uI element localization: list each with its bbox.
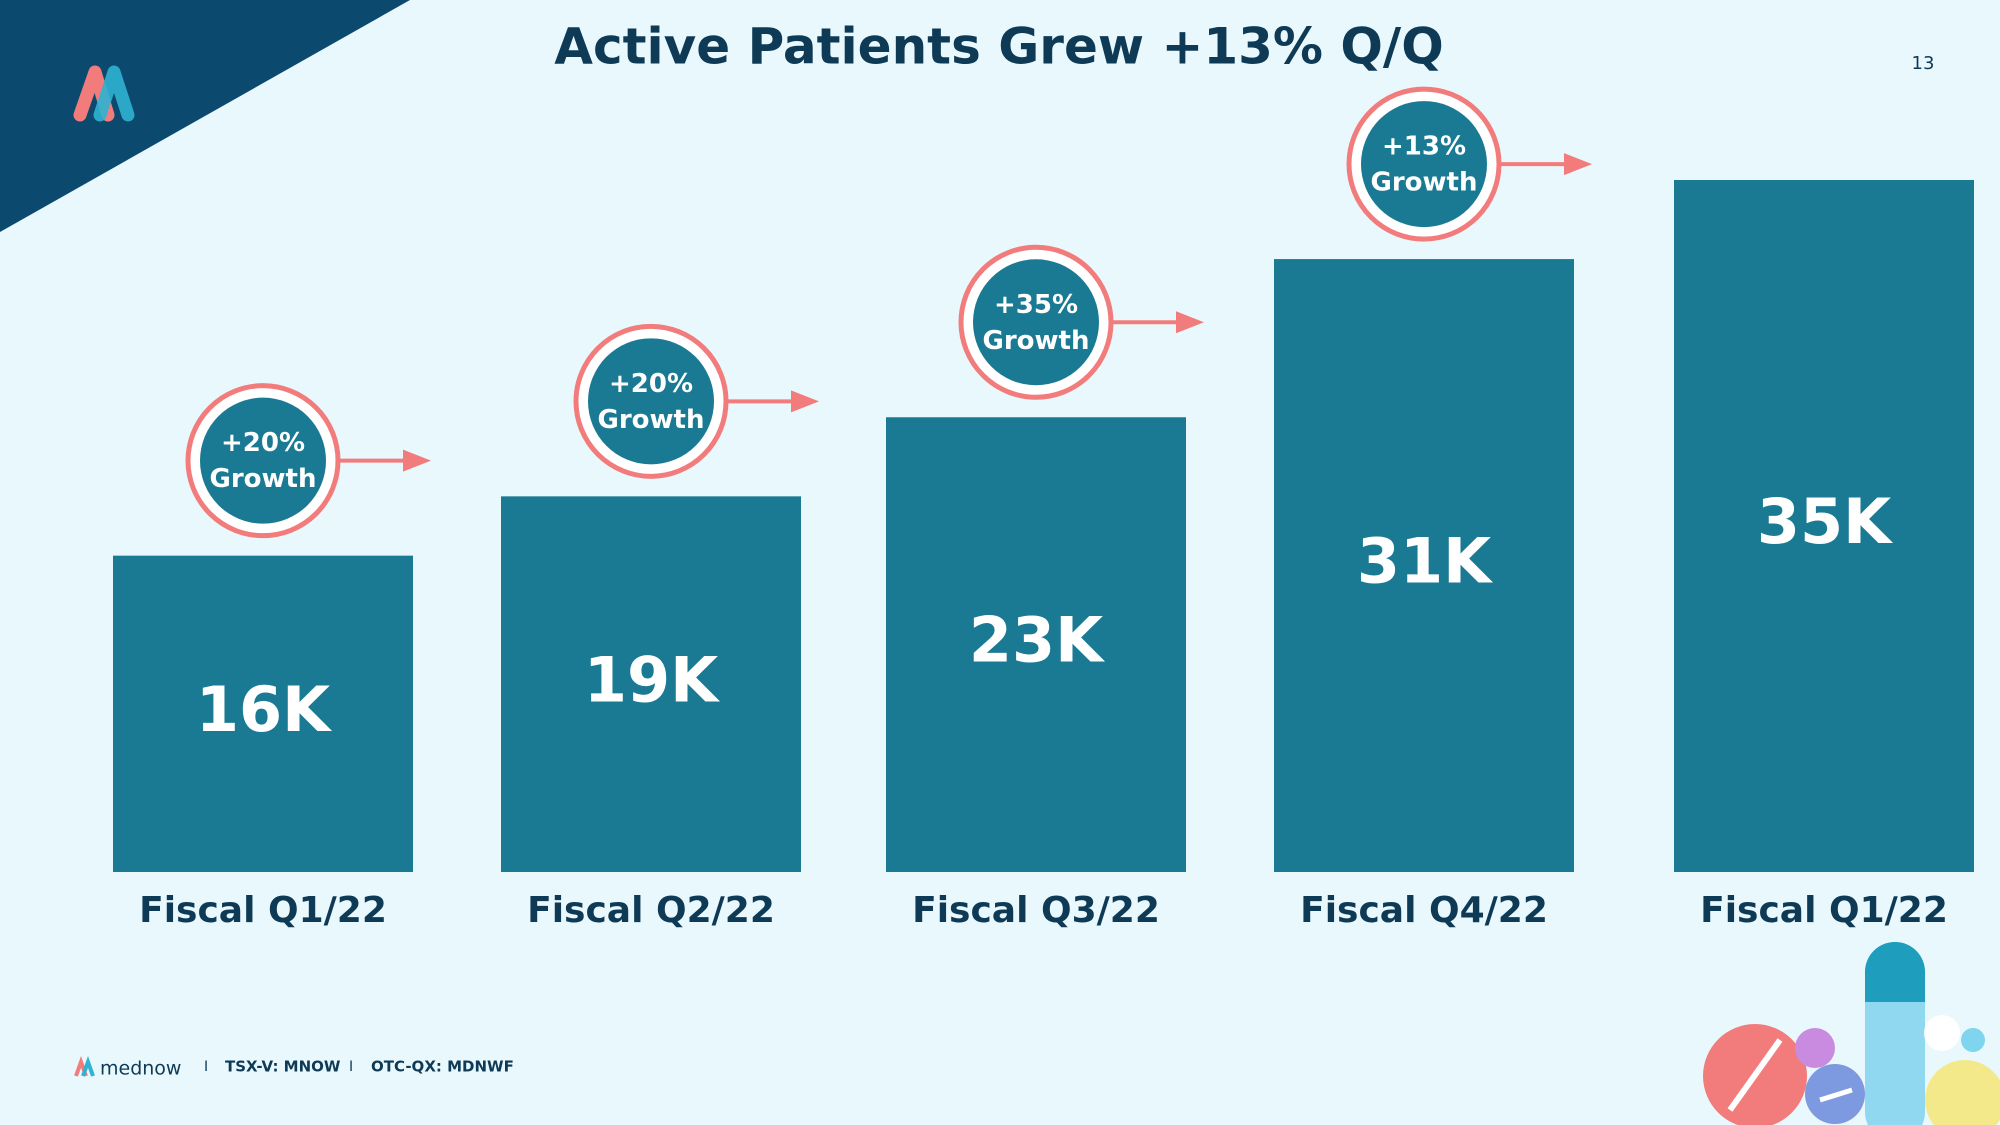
x-tick-label: Fiscal Q2/22 — [527, 890, 775, 931]
growth-change: +20% — [609, 369, 693, 399]
footer-separator: I — [349, 1059, 353, 1075]
value-label: 23K — [969, 604, 1105, 677]
value-label: 19K — [584, 643, 720, 716]
footer-brand: mednow — [100, 1058, 181, 1080]
growth-badge — [588, 338, 714, 465]
x-tick-label: Fiscal Q1/22 — [139, 890, 387, 931]
growth-arrowhead — [403, 449, 431, 472]
growth-arrowhead — [1176, 311, 1204, 334]
growth-arrowhead — [1564, 153, 1592, 176]
chart-title: Active Patients Grew +13% Q/Q — [554, 18, 1443, 76]
page-number: 13 — [1912, 53, 1935, 74]
x-tick-label: Fiscal Q4/22 — [1300, 890, 1548, 931]
value-label: 31K — [1357, 525, 1493, 598]
bar — [1274, 259, 1574, 873]
footer: mednow I TSX-V: MNOW I OTC-QX: MDNWF — [74, 1056, 514, 1080]
footer-logo — [81, 1056, 95, 1077]
pills-decoration — [1703, 942, 2000, 1125]
bar — [886, 417, 1186, 872]
growth-word: Growth — [983, 326, 1090, 356]
growth-badge — [200, 397, 326, 524]
corner-band — [0, 0, 410, 232]
growth-change: +20% — [221, 428, 305, 458]
growth-arrowhead — [791, 390, 819, 413]
value-label: 35K — [1757, 485, 1893, 558]
growth-word: Growth — [598, 405, 705, 435]
bar — [501, 496, 801, 872]
growth-badge — [973, 259, 1099, 386]
bar — [113, 555, 413, 872]
x-tick-label: Fiscal Q1/22 — [1700, 890, 1948, 931]
value-label: 16K — [196, 673, 332, 746]
footer-ticker: OTC-QX: MDNWF — [371, 1058, 514, 1076]
growth-change: +35% — [994, 290, 1078, 320]
x-tick-label: Fiscal Q3/22 — [912, 890, 1160, 931]
growth-word: Growth — [210, 464, 317, 494]
bar — [1674, 180, 1974, 872]
footer-ticker: TSX-V: MNOW — [225, 1058, 341, 1076]
logo — [73, 65, 135, 122]
growth-change: +13% — [1382, 132, 1466, 162]
growth-badge — [1361, 101, 1487, 228]
growth-word: Growth — [1371, 168, 1478, 198]
footer-separator: I — [204, 1059, 208, 1075]
